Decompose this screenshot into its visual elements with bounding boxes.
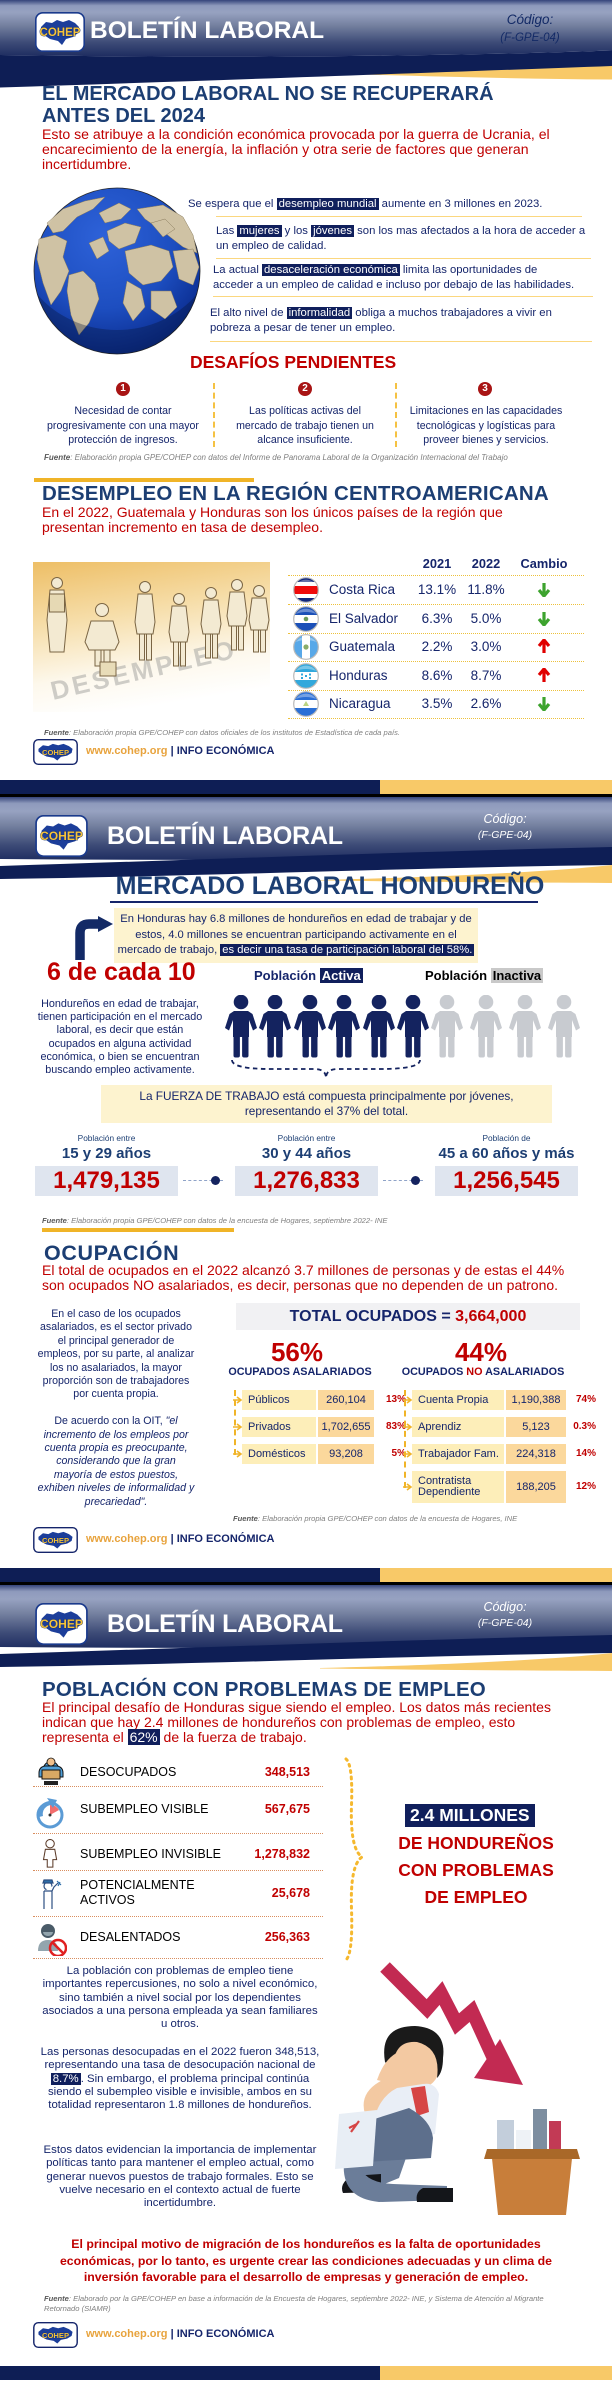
svg-text:COHEP: COHEP (42, 1536, 69, 1545)
svg-text:COHEP: COHEP (40, 27, 81, 39)
svg-text:COHEP: COHEP (40, 829, 83, 843)
svg-text:COHEP: COHEP (42, 748, 69, 757)
svg-text:COHEP: COHEP (42, 2331, 69, 2340)
svg-text:COHEP: COHEP (40, 1617, 83, 1631)
